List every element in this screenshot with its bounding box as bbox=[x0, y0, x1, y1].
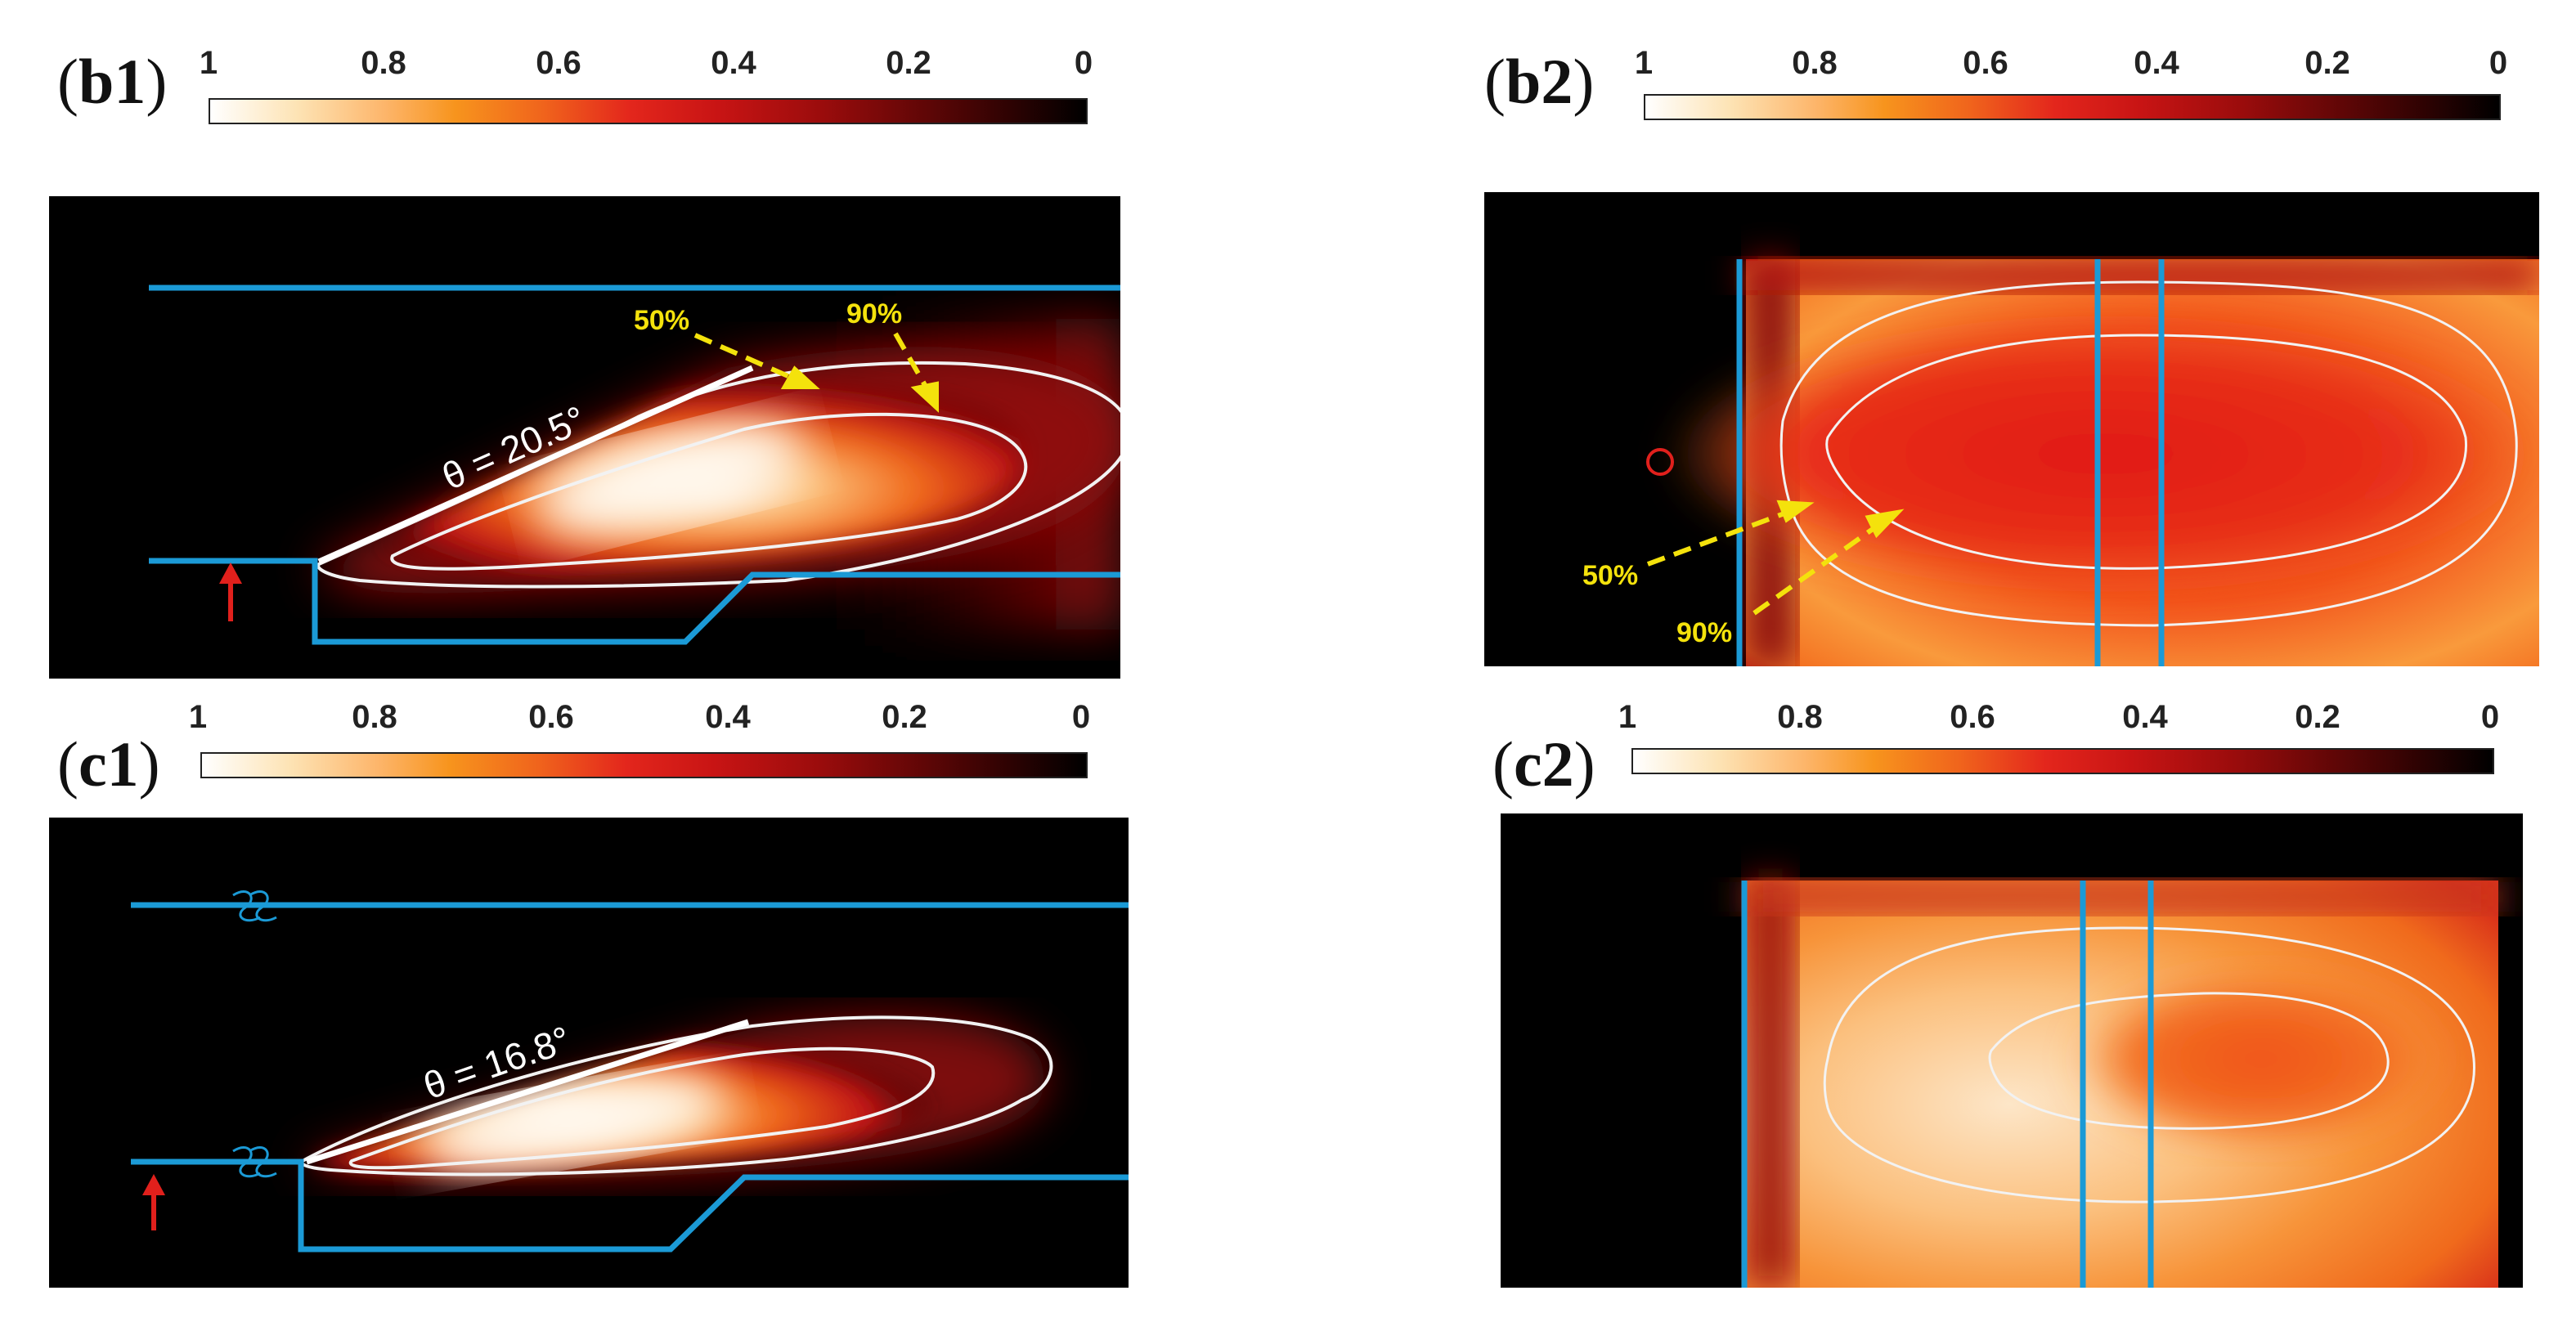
annotation-arrows-b2 bbox=[1646, 500, 1905, 616]
concentration-field-c1: θ = 16.8° bbox=[49, 818, 1129, 1288]
wall-outline-c2 bbox=[1741, 881, 2154, 1288]
inlet-arrow-c1 bbox=[142, 1174, 165, 1230]
colorbar-tick: 1 bbox=[1634, 45, 1654, 81]
colorbar-tick: 0.6 bbox=[536, 45, 581, 81]
marker-circle-b2 bbox=[1646, 448, 1674, 476]
colorbar-tick: 1 bbox=[199, 45, 218, 81]
colorbar-tick: 0.2 bbox=[886, 45, 931, 81]
contour-50-c2 bbox=[1823, 926, 2475, 1203]
colorbar-ticks-c1: 1 0.8 0.6 0.4 0.2 0 bbox=[189, 699, 1090, 740]
contour-label-50-b2: 50% bbox=[1582, 560, 1638, 591]
panel-label-b2: (b2) bbox=[1484, 46, 1595, 117]
inlet-arrow-b1 bbox=[219, 562, 242, 621]
colorbar-tick: 0.8 bbox=[352, 699, 397, 735]
plume-b1 bbox=[319, 319, 1120, 630]
colorbar-tick: 0.4 bbox=[2134, 45, 2179, 81]
contour-50-c1 bbox=[300, 1015, 1053, 1176]
colorbar-tick: 0.2 bbox=[2304, 45, 2350, 81]
colorbar-ticks-c2: 1 0.8 0.6 0.4 0.2 0 bbox=[1618, 699, 2499, 740]
colorbar-b1 bbox=[209, 98, 1088, 124]
concentration-field-b1: θ = 20.5° 50% 90% bbox=[49, 196, 1120, 679]
colorbar-tick: 0.6 bbox=[1963, 45, 2008, 81]
contour-label-90-b2: 90% bbox=[1676, 617, 1732, 648]
colorbar-ticks-b1: 1 0.8 0.6 0.4 0.2 0 bbox=[200, 45, 1093, 86]
wall-outline-b1 bbox=[149, 285, 1120, 645]
contour-90-c1 bbox=[348, 1046, 936, 1170]
colorbar-ticks-b2: 1 0.8 0.6 0.4 0.2 0 bbox=[1635, 45, 2507, 86]
contour-90-c2 bbox=[1988, 992, 2390, 1130]
colorbar-tick: 0.8 bbox=[1777, 699, 1823, 735]
colorbar-tick: 0.6 bbox=[1950, 699, 1995, 735]
colorbar-tick: 0.8 bbox=[1792, 45, 1838, 81]
concentration-field-c2 bbox=[1501, 813, 2523, 1288]
break-mark-top-c1 bbox=[232, 890, 277, 922]
colorbar-tick: 0.2 bbox=[882, 699, 927, 735]
plume-c1 bbox=[303, 1014, 1048, 1180]
colorbar-b2 bbox=[1644, 94, 2501, 120]
colorbar-tick: 0 bbox=[2480, 699, 2500, 735]
colorbar-tick: 0.4 bbox=[705, 699, 751, 735]
panel-label-c2: (c2) bbox=[1492, 728, 1595, 800]
spray-angle-line-c1 bbox=[305, 1019, 750, 1165]
colorbar-tick: 0 bbox=[1071, 699, 1091, 735]
colorbar-tick: 0.4 bbox=[2122, 699, 2168, 735]
contour-label-90-b1: 90% bbox=[846, 298, 902, 329]
colorbar-c1 bbox=[200, 752, 1088, 778]
concentration-field-b2: 50% 90% bbox=[1484, 192, 2539, 666]
colorbar-tick: 1 bbox=[1618, 699, 1637, 735]
wall-outline-c1 bbox=[131, 902, 1129, 1253]
colorbar-tick: 0 bbox=[2488, 45, 2508, 81]
break-mark-bottom-c1 bbox=[232, 1145, 277, 1178]
colorbar-tick: 0.4 bbox=[711, 45, 756, 81]
colorbar-tick: 0.8 bbox=[361, 45, 406, 81]
contour-90-b2 bbox=[1825, 334, 2468, 570]
annotation-arrows-b1 bbox=[693, 332, 939, 413]
wall-outline-b2 bbox=[1736, 259, 2165, 666]
colorbar-c2 bbox=[1631, 748, 2494, 774]
contour-label-50-b1: 50% bbox=[634, 305, 689, 336]
colorbar-tick: 0.6 bbox=[528, 699, 574, 735]
colorbar-tick: 0.2 bbox=[2295, 699, 2340, 735]
spray-angle-line-b1 bbox=[317, 365, 754, 565]
colorbar-tick: 0 bbox=[1074, 45, 1093, 81]
panel-label-b1: (b1) bbox=[57, 46, 168, 117]
colorbar-tick: 1 bbox=[188, 699, 208, 735]
contour-90-b1 bbox=[390, 412, 1028, 571]
panel-label-c1: (c1) bbox=[57, 728, 160, 800]
